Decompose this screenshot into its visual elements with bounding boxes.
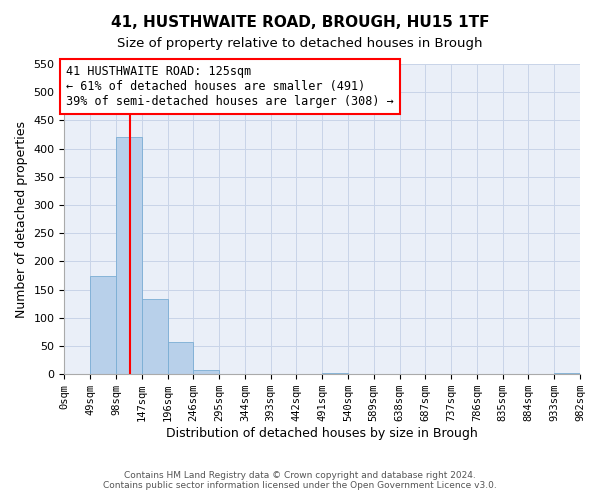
X-axis label: Distribution of detached houses by size in Brough: Distribution of detached houses by size … (166, 427, 478, 440)
Text: Contains HM Land Registry data © Crown copyright and database right 2024.
Contai: Contains HM Land Registry data © Crown c… (103, 470, 497, 490)
Text: 41 HUSTHWAITE ROAD: 125sqm
← 61% of detached houses are smaller (491)
39% of sem: 41 HUSTHWAITE ROAD: 125sqm ← 61% of deta… (66, 65, 394, 108)
Text: 41, HUSTHWAITE ROAD, BROUGH, HU15 1TF: 41, HUSTHWAITE ROAD, BROUGH, HU15 1TF (111, 15, 489, 30)
Bar (167, 342, 193, 374)
Bar (116, 138, 142, 374)
Bar (90, 276, 116, 374)
Bar (554, 373, 580, 374)
Y-axis label: Number of detached properties: Number of detached properties (15, 120, 28, 318)
Bar (142, 299, 167, 374)
Text: Size of property relative to detached houses in Brough: Size of property relative to detached ho… (117, 38, 483, 51)
Bar (322, 373, 348, 374)
Bar (193, 370, 219, 374)
